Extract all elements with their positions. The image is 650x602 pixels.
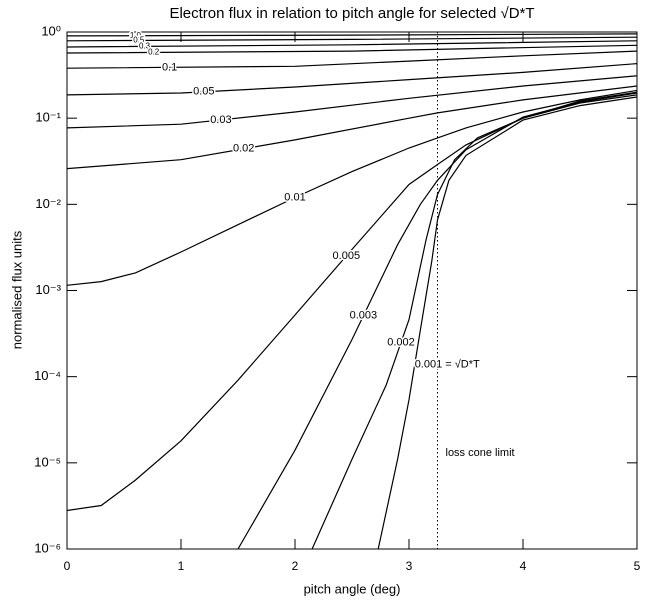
series-label: 0.002 [387, 336, 415, 348]
series-label: 1.0 [130, 31, 142, 40]
x-tick-label: 1 [178, 559, 185, 573]
series-line [66, 36, 638, 42]
series-line [66, 91, 638, 512]
series-label: 0.3 [139, 42, 151, 51]
y-tick-label: 10⁻¹ [35, 110, 61, 125]
series-line [311, 94, 638, 550]
x-tick-label: 0 [64, 559, 71, 573]
x-axis-label: pitch angle (deg) [304, 581, 401, 596]
annotation: loss cone limit [446, 447, 515, 459]
series-line [377, 96, 638, 550]
series-line [66, 75, 638, 129]
series-line [66, 63, 638, 96]
series-line [66, 33, 638, 37]
chart-title: Electron flux in relation to pitch angle… [169, 5, 534, 22]
y-tick-label: 10⁻³ [35, 282, 61, 297]
series-label: 0.5 [133, 36, 145, 45]
series-label: 0.03 [210, 114, 231, 126]
x-tick-label: 5 [634, 559, 641, 573]
series-line [66, 89, 638, 286]
series-line [66, 50, 638, 69]
series-label: 0.01 [284, 191, 305, 203]
series-label: 0.05 [193, 86, 214, 98]
x-tick-label: 4 [520, 559, 527, 573]
y-tick-label: 10⁻⁵ [34, 454, 61, 469]
y-tick-label: 10⁰ [41, 23, 61, 38]
y-tick-label: 10⁻⁶ [34, 540, 61, 555]
series-label: 0.1 [162, 61, 177, 73]
series-label: 0.02 [233, 143, 254, 155]
series-line [66, 85, 638, 170]
series-label: 0.005 [333, 250, 361, 262]
series-line [237, 92, 638, 550]
series-label: 0.003 [350, 310, 378, 322]
y-tick-label: 10⁻⁴ [34, 368, 61, 383]
series-line [66, 44, 638, 54]
series-label: 0.2 [148, 48, 160, 57]
x-tick-label: 2 [292, 559, 299, 573]
y-axis-label: normalised flux units [9, 230, 24, 349]
x-tick-label: 3 [406, 559, 413, 573]
series-line [66, 40, 638, 48]
series-label: 0.001 = √D*T [415, 359, 480, 371]
y-tick-label: 10⁻² [35, 196, 61, 211]
